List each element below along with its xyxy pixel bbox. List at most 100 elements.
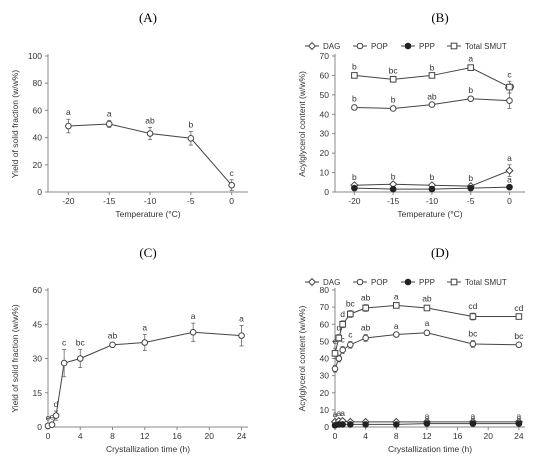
- data-point: [392, 331, 400, 338]
- y-tick-label: 50: [320, 336, 330, 346]
- significance-label: bc: [346, 299, 356, 309]
- data-point: [331, 350, 339, 357]
- data-point: [187, 134, 195, 142]
- data-point: [339, 320, 346, 328]
- legend-entry: Total SMUT: [465, 42, 507, 51]
- significance-label: d: [340, 309, 345, 319]
- legend-marker: [404, 42, 412, 50]
- data-point: [228, 181, 235, 189]
- x-tick-label: 16: [453, 431, 463, 441]
- x-axis-label: Crystallization time (h): [106, 444, 190, 454]
- series: b b b b a: [350, 153, 514, 191]
- significance-label: ab: [427, 92, 437, 102]
- y-tick-label: 15: [33, 388, 43, 398]
- y-tick-label: 70: [320, 51, 330, 61]
- data-point: [423, 304, 431, 312]
- significance-label: ab: [361, 293, 371, 303]
- x-tick-label: 8: [394, 431, 399, 441]
- significance-label: a: [471, 411, 476, 421]
- panel-4: (D) 0 10 20 30 40 50 60 70 80 0 4 8 12 16 20 24 Crystalli…: [297, 245, 525, 454]
- y-tick-label: 20: [33, 160, 43, 170]
- significance-label: bc: [76, 337, 86, 347]
- x-tick-label: 12: [422, 431, 432, 441]
- y-tick-label: 60: [33, 105, 43, 115]
- x-tick-label: 8: [110, 431, 115, 441]
- y-tick-label: 30: [320, 371, 330, 381]
- significance-label: a: [394, 321, 399, 331]
- panel-label: (A): [139, 10, 157, 25]
- x-tick-label: -5: [467, 196, 475, 206]
- significance-label: ab: [361, 323, 371, 333]
- x-tick-label: -20: [348, 196, 361, 206]
- data-point: [428, 101, 436, 108]
- data-point: [505, 166, 514, 175]
- y-tick-label: 40: [320, 109, 330, 119]
- significance-label: d: [336, 323, 341, 333]
- data-point: [76, 355, 84, 362]
- x-tick-label: 12: [140, 431, 150, 441]
- y-tick-label: 10: [320, 168, 330, 178]
- y-axis-label: Acylglycerol content (w/w%): [297, 71, 307, 177]
- significance-label: a: [340, 408, 345, 418]
- data-point: [347, 341, 354, 349]
- significance-label: a: [66, 107, 71, 117]
- legend-entry: POP: [371, 278, 388, 287]
- panel-label: (B): [431, 10, 448, 25]
- data-point: [141, 339, 149, 346]
- data-point: [469, 340, 477, 348]
- legend-marker: [450, 42, 458, 50]
- significance-label: d: [54, 399, 59, 409]
- significance-label: bc: [514, 331, 524, 341]
- significance-label: cd: [468, 301, 477, 311]
- data-point: [362, 304, 369, 312]
- panel-label: (C): [139, 245, 156, 260]
- x-tick-label: 20: [483, 431, 493, 441]
- x-tick-label: 4: [78, 431, 83, 441]
- data-point: [362, 421, 369, 428]
- data-point: [351, 72, 358, 79]
- data-point: [146, 130, 154, 137]
- significance-label: b: [430, 172, 435, 182]
- legend-entry: PPP: [419, 278, 435, 287]
- y-tick-label: 80: [320, 285, 330, 295]
- data-point: [506, 183, 513, 191]
- legend-marker: [356, 278, 364, 286]
- legend: DAG POP PPP Total SMUT: [305, 277, 507, 287]
- data-point: [467, 95, 475, 103]
- legend-entry: DAG: [323, 42, 340, 51]
- legend-marker: [356, 42, 364, 50]
- data-point: [331, 365, 339, 373]
- x-tick-label: -15: [387, 196, 400, 206]
- significance-label: a: [468, 54, 473, 64]
- data-point: [506, 97, 513, 104]
- data-point: [469, 313, 477, 320]
- x-tick-label: -5: [187, 196, 195, 206]
- x-axis-label: Temperature (°C): [115, 209, 180, 219]
- data-point: [351, 104, 358, 111]
- significance-label: a: [425, 318, 430, 328]
- significance-label: b: [188, 119, 193, 129]
- legend-marker: [450, 278, 458, 286]
- y-tick-label: 100: [28, 51, 42, 61]
- significance-label: c: [507, 69, 512, 79]
- data-point: [52, 412, 60, 419]
- significance-label: c: [230, 168, 235, 178]
- y-tick-label: 40: [33, 133, 43, 143]
- panel-label: (D): [431, 245, 449, 260]
- significance-label: ab: [145, 115, 155, 125]
- series: e ed c bc ab a a a: [44, 311, 245, 430]
- data-point: [467, 184, 475, 192]
- x-tick-label: 20: [205, 431, 215, 441]
- significance-label: a: [425, 411, 430, 421]
- legend-entry: DAG: [323, 278, 340, 287]
- y-axis-label: Yield of solid fraction (w/w%): [10, 70, 20, 179]
- data-point: [515, 420, 523, 427]
- y-tick-label: 20: [320, 388, 330, 398]
- legend-marker: [404, 278, 412, 286]
- significance-label: e: [50, 412, 55, 422]
- legend: DAG POP PPP Total SMUT: [305, 41, 507, 51]
- significance-label: b: [352, 61, 357, 71]
- significance-label: e: [333, 336, 338, 346]
